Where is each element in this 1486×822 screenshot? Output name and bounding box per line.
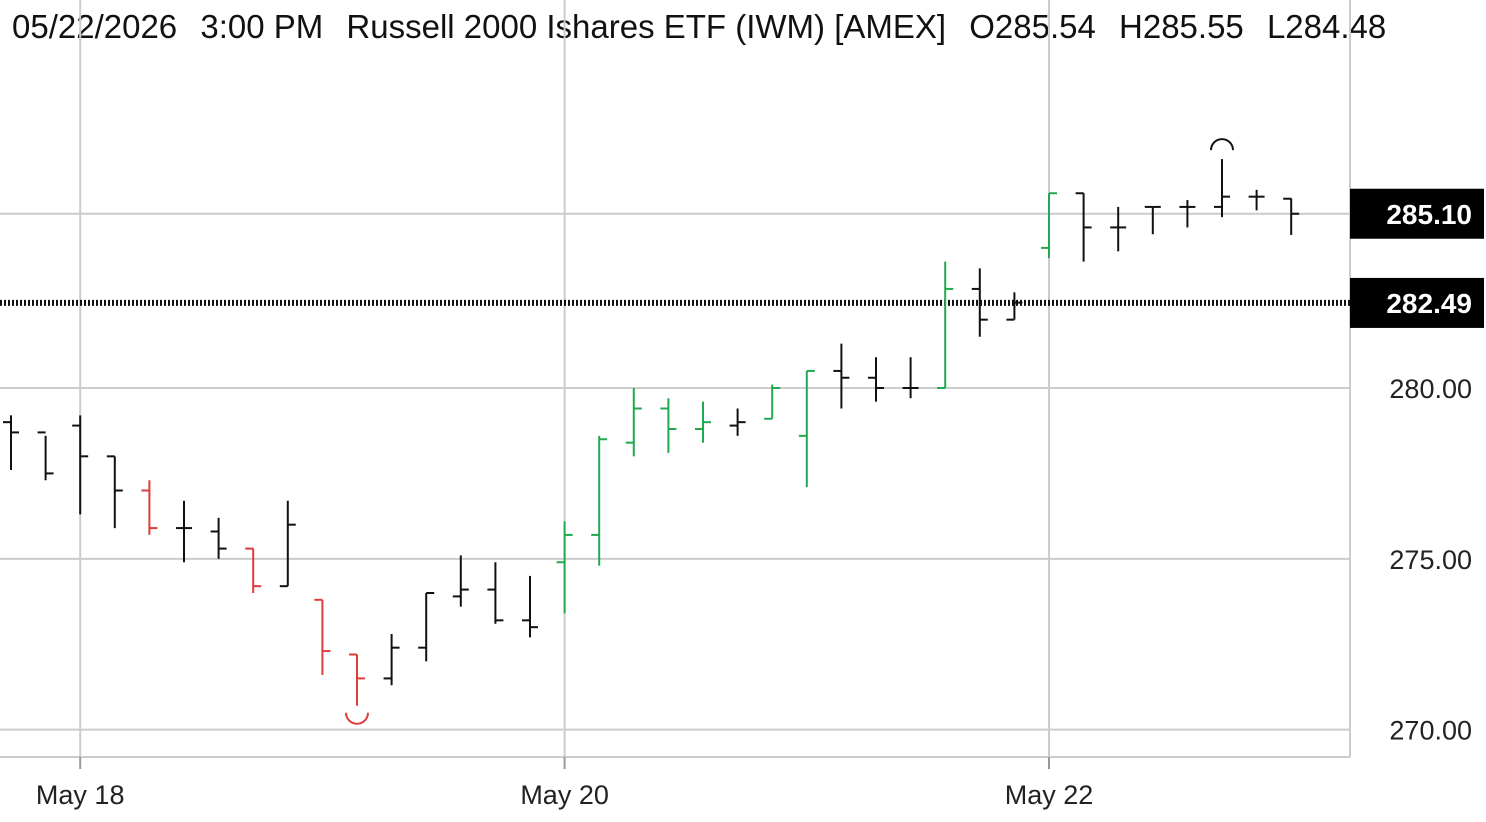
ohlc-bar: [487, 562, 504, 624]
swing-markers: [345, 138, 1234, 725]
ohlc-bar: [452, 555, 469, 607]
price-tags: 285.10 282.49: [1350, 188, 1484, 328]
date-tick-label: May 20: [520, 780, 609, 810]
chart-header: 05/22/2026 3:00 PM Russell 2000 Ishares …: [12, 8, 1386, 46]
header-time: 3:00 PM: [200, 8, 324, 45]
ohlc-bar: [1006, 292, 1023, 321]
current-price-tag-bg: [1350, 188, 1484, 239]
price-tick-label: 270.00: [1389, 716, 1472, 746]
ohlc-bar: [383, 634, 400, 686]
header-low: L284.48: [1266, 8, 1387, 45]
ohlc-bar: [1144, 205, 1161, 235]
ohlc-bar: [314, 598, 331, 675]
date-tick-label: May 22: [1005, 780, 1094, 810]
ohlc-bar: [1041, 192, 1057, 259]
ohlc-bar: [141, 480, 158, 535]
ohlc-bar: [833, 343, 850, 409]
ohlc-bar: [72, 415, 89, 515]
ohlc-bar: [37, 431, 54, 481]
ohlc-bar: [106, 455, 123, 529]
ohlc-bar: [556, 521, 573, 614]
ohlc-bar: [245, 547, 262, 593]
ohlc-bar: [418, 592, 435, 662]
swing-high-marker: [1210, 138, 1234, 151]
ohlc-bar: [625, 388, 642, 457]
price-tick-label: 275.00: [1389, 545, 1472, 575]
chart-grid: [0, 0, 1351, 758]
header-high: H285.55: [1119, 8, 1244, 45]
price-axis: 270.00 275.00 280.00: [1389, 374, 1472, 746]
ohlc-bar: [868, 357, 884, 402]
reference-price-tag: 282.49: [1350, 277, 1484, 328]
ohlc-bar: [176, 500, 192, 563]
date-tick-label: May 18: [36, 780, 125, 810]
header-date: 05/22/2026: [12, 8, 178, 45]
header-open: O285.54: [969, 8, 1096, 45]
reference-price-tag-text: 282.49: [1386, 288, 1472, 319]
ohlc-bar: [695, 401, 711, 443]
ohlc-bar: [3, 415, 19, 470]
header-instrument: Russell 2000 Ishares ETF (IWM) [AMEX]: [346, 8, 947, 45]
current-price-tag: 285.10: [1350, 188, 1484, 239]
ohlc-bar: [1283, 197, 1300, 235]
ohlc-bar: [971, 268, 988, 337]
ohlc-bar: [1075, 192, 1092, 262]
ohlc-bar: [660, 398, 677, 453]
ohlc-bar: [764, 384, 781, 420]
ohlc-bar: [729, 408, 746, 436]
reference-price-tag-bg: [1350, 277, 1484, 328]
ohlc-bar: [349, 653, 365, 706]
ohlc-bar: [1179, 200, 1196, 228]
ohlc-bar: [591, 435, 608, 566]
ohlc-bar: [210, 517, 227, 559]
ohlc-bar: [1248, 189, 1265, 211]
ohlc-bar: [937, 261, 954, 389]
ohlc-bar: [1214, 159, 1230, 218]
date-axis: May 18 May 20 May 22: [36, 757, 1093, 810]
swing-low-marker: [345, 712, 369, 725]
ohlc-bar: [798, 369, 815, 488]
current-price-tag-text: 285.10: [1386, 199, 1472, 230]
ohlc-bar: [902, 357, 919, 399]
price-tick-label: 280.00: [1389, 374, 1472, 404]
ohlc-bar: [522, 575, 538, 638]
price-bars: [3, 159, 1300, 706]
ohlc-bar: [279, 500, 296, 588]
ohlc-bar: [1110, 206, 1127, 252]
